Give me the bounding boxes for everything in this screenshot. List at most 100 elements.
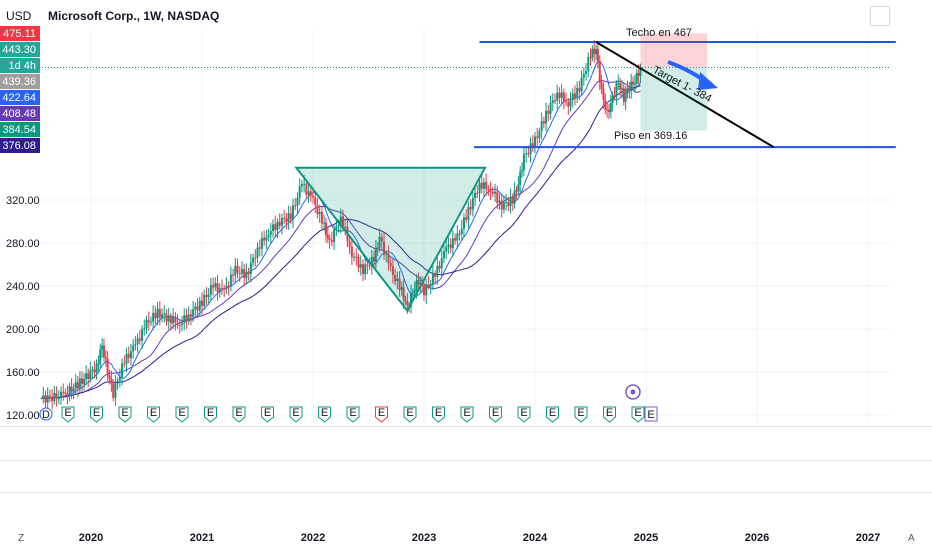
candle-body [234,265,237,276]
dividend-letter: D [42,409,50,421]
candle-body [149,321,152,323]
candle-body [341,216,344,227]
candle-body [361,264,364,275]
candle-body [447,244,450,247]
earnings-marker[interactable]: E [232,406,246,423]
candle-body [617,82,620,84]
candle-body [515,190,518,192]
earnings-marker[interactable]: E [432,406,445,423]
earnings-marker[interactable]: E [603,406,616,423]
candle-body [209,285,212,295]
candle-body [598,61,601,83]
candle-body [626,88,629,94]
candle-body [316,204,319,215]
x-tick-label: 2027 [856,532,880,544]
candle-body [398,278,401,291]
earnings-marker[interactable]: E [460,406,474,423]
candle-body [509,197,512,207]
earnings-marker[interactable]: E [204,406,217,423]
candle-body [624,93,627,102]
x-tick-label: 2021 [190,532,214,544]
event-star-icon[interactable] [625,384,641,400]
earnings-marker[interactable]: E [517,406,531,423]
candle-body [212,285,215,288]
earnings-marker[interactable]: E [546,406,559,423]
earnings-marker[interactable]: E [403,406,417,423]
earnings-marker[interactable]: E [489,406,502,423]
candle-body [531,143,534,147]
candle-body [189,314,192,317]
triangle-pattern[interactable] [294,166,487,313]
candle-body [442,251,445,259]
earnings-marker[interactable]: E [147,406,160,423]
zoom-toggle-button[interactable]: Z [18,533,25,544]
candle-body [300,184,303,187]
moving-average-line [40,60,641,400]
candle-body [389,263,392,267]
candle-body [357,257,360,268]
candle-body [66,393,69,396]
candle-body [569,100,572,107]
future-earnings-badge [644,406,658,422]
candle-body [429,284,432,287]
descending-trendline[interactable] [595,41,775,149]
currency-label[interactable]: USD [6,9,32,23]
candle-body [402,287,405,301]
future-earnings-marker[interactable]: E [644,406,658,422]
candle-body [615,83,618,97]
dividend-marker[interactable]: D [39,407,53,421]
candle-body [312,195,314,198]
earnings-marker[interactable]: E [175,406,189,423]
earnings-badge [460,406,474,423]
candle-body [114,383,117,398]
short-stop-zone[interactable] [640,33,708,68]
candle-body [185,315,188,321]
candle-body [467,206,470,220]
candle-body [536,136,539,139]
candle-body [496,191,499,203]
candle-body [505,201,508,203]
candle-body [449,244,452,249]
candle-body [292,205,295,220]
earnings-marker[interactable]: E [90,406,103,423]
price-label-bg [0,122,40,137]
earnings-marker[interactable]: E [261,406,274,423]
pane-divider-3 [0,492,932,493]
candle-body [225,285,228,290]
candle-body [178,325,181,327]
earnings-badge [261,406,274,423]
earnings-marker[interactable]: E [318,406,331,423]
candle-body [198,300,201,311]
earnings-marker[interactable]: E [375,406,388,423]
candle-body [307,191,310,195]
symbol-title[interactable]: Microsoft Corp., 1W, NASDAQ [48,9,220,23]
earnings-marker[interactable]: E [346,406,360,423]
earnings-marker[interactable]: E [289,406,303,423]
candle-body [276,221,279,230]
candle-body [335,226,338,230]
candle-body [85,373,88,379]
earnings-badge [546,406,559,423]
candle-body [323,222,326,224]
earnings-badge [517,406,531,423]
candle-body [547,110,550,114]
earnings-marker[interactable]: E [61,406,75,423]
candle-body [567,102,570,107]
future-earnings-letter: E [647,409,654,421]
x-axis-ticks: 2020 2021 2022 2023 2024 2025 2026 2027 [79,532,880,544]
auto-scale-button[interactable]: A [908,533,915,544]
y-tick-label: 160.00 [6,367,40,379]
event-star-dot [630,389,636,395]
earnings-marker[interactable]: E [118,406,132,423]
earnings-marker[interactable]: E [574,406,588,423]
candle-body [585,71,588,75]
candle-body [132,345,135,352]
candle-body [320,211,323,224]
candle-body [303,183,306,185]
settings-icon[interactable] [870,6,890,26]
candle-body [60,391,63,399]
candle-body [551,100,554,103]
earnings-marker[interactable]: E [631,406,645,423]
earnings-letter: E [406,407,413,419]
short-target-zone[interactable] [640,67,708,131]
